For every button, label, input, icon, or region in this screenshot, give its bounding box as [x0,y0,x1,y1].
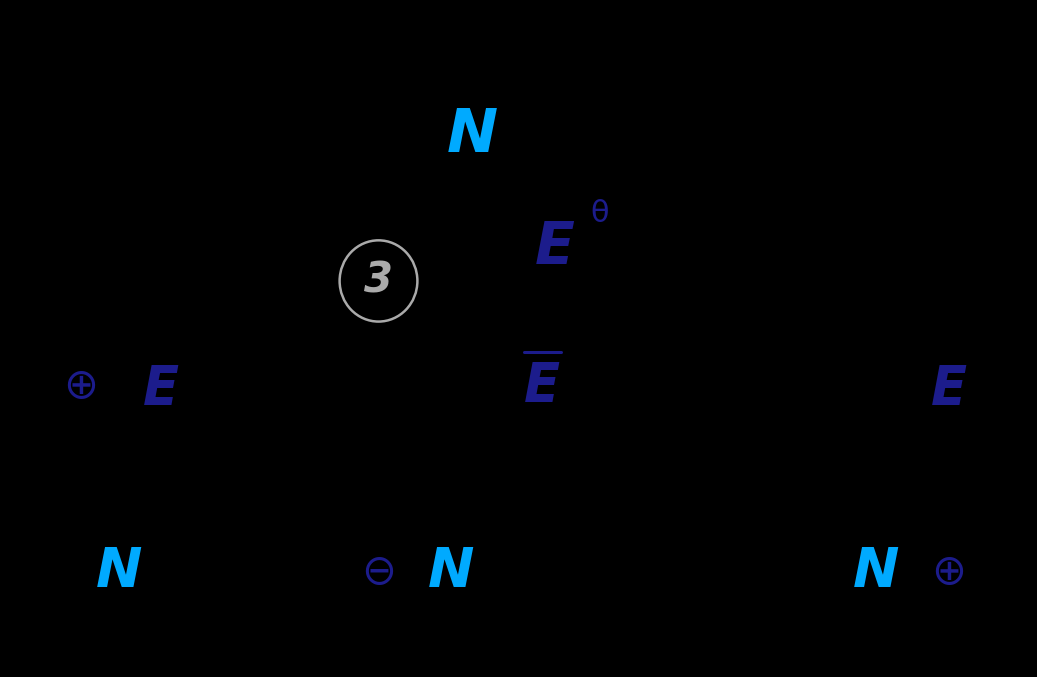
Text: N: N [96,545,142,599]
Text: E: E [143,364,178,415]
Text: E: E [525,360,560,412]
Text: N: N [853,545,899,599]
Text: ⊖: ⊖ [361,551,396,593]
Text: ⊕: ⊕ [63,365,99,407]
Text: N: N [446,106,498,165]
Text: ⊕: ⊕ [931,551,966,593]
Text: E: E [931,364,966,415]
Text: 3: 3 [364,260,393,302]
Text: θ: θ [590,199,609,227]
Text: E: E [535,219,574,276]
Text: N: N [428,545,474,599]
